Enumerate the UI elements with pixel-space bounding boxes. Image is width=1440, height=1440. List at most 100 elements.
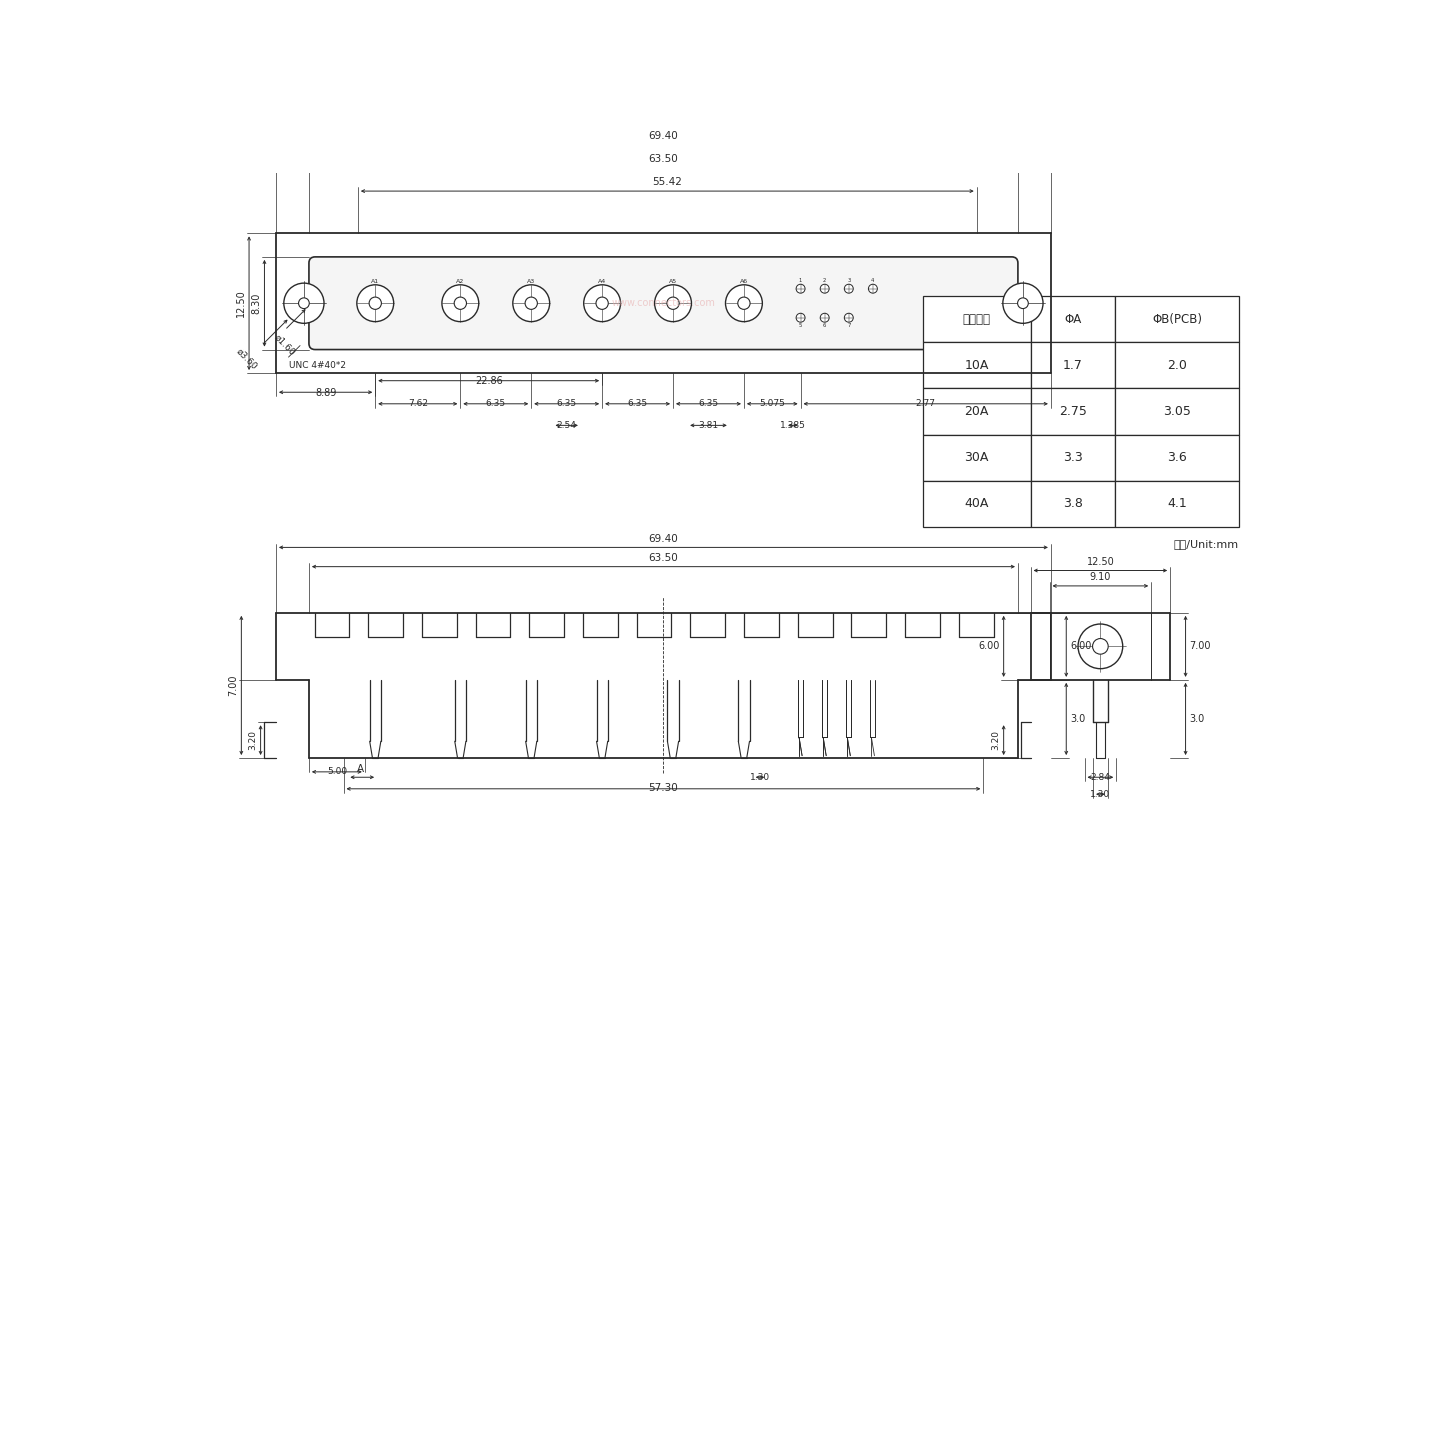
Text: www.connectors.com: www.connectors.com (612, 298, 716, 308)
Text: 3.8: 3.8 (1063, 497, 1083, 510)
Text: 额定电流: 额定电流 (963, 312, 991, 325)
Circle shape (844, 314, 854, 323)
Text: 2.0: 2.0 (1166, 359, 1187, 372)
Text: A3: A3 (527, 279, 536, 284)
Text: 10A: 10A (965, 359, 989, 372)
Circle shape (796, 284, 805, 294)
Text: 7.00: 7.00 (1189, 641, 1211, 651)
Text: 5: 5 (799, 323, 802, 328)
Text: A2: A2 (456, 279, 465, 284)
Circle shape (821, 314, 829, 323)
Text: 1.30: 1.30 (1090, 789, 1110, 799)
Text: A6: A6 (740, 279, 747, 284)
Text: 40A: 40A (965, 497, 989, 510)
Text: 1.30: 1.30 (750, 773, 770, 782)
Text: 5.00: 5.00 (327, 768, 347, 776)
Bar (923, 343, 1031, 389)
Bar (1031, 389, 1116, 435)
Bar (1031, 435, 1116, 481)
Text: 8.30: 8.30 (252, 292, 262, 314)
Circle shape (1079, 624, 1123, 668)
Bar (923, 297, 1031, 343)
Text: 22.86: 22.86 (475, 376, 503, 386)
Circle shape (844, 284, 854, 294)
Text: 6.00: 6.00 (1070, 641, 1092, 651)
Text: 12.50: 12.50 (236, 289, 246, 317)
Bar (1116, 343, 1238, 389)
Circle shape (655, 285, 691, 321)
Text: 单位/Unit:mm: 单位/Unit:mm (1174, 539, 1238, 549)
Bar (1116, 389, 1238, 435)
Circle shape (526, 297, 537, 310)
Bar (923, 481, 1031, 527)
Circle shape (1002, 284, 1043, 324)
Text: 3.20: 3.20 (992, 730, 1001, 750)
Text: 3.0: 3.0 (1070, 714, 1086, 724)
Text: 3.6: 3.6 (1166, 451, 1187, 464)
Text: 1.7: 1.7 (1063, 359, 1083, 372)
Text: 7.62: 7.62 (408, 399, 428, 409)
Text: ΦB(PCB): ΦB(PCB) (1152, 312, 1202, 325)
Circle shape (284, 284, 324, 324)
Text: 3: 3 (847, 278, 851, 284)
Circle shape (357, 285, 393, 321)
Text: ø1.60: ø1.60 (272, 333, 297, 357)
Text: 12.50: 12.50 (1087, 557, 1115, 567)
Text: 2.54: 2.54 (557, 420, 576, 431)
Circle shape (868, 284, 877, 294)
Bar (1031, 297, 1116, 343)
Text: 2.77: 2.77 (916, 399, 936, 409)
Text: 63.50: 63.50 (648, 154, 678, 164)
FancyBboxPatch shape (310, 256, 1018, 350)
Circle shape (583, 285, 621, 321)
Text: A4: A4 (598, 279, 606, 284)
Text: 6.35: 6.35 (485, 399, 505, 409)
Bar (923, 435, 1031, 481)
Text: UNC 4#40*2: UNC 4#40*2 (288, 361, 346, 370)
Bar (1116, 297, 1238, 343)
Bar (923, 389, 1031, 435)
Text: 2.84: 2.84 (1090, 773, 1110, 782)
Text: 6.35: 6.35 (698, 399, 719, 409)
Circle shape (667, 297, 680, 310)
Text: 7.00: 7.00 (229, 675, 238, 696)
Circle shape (596, 297, 608, 310)
Circle shape (454, 297, 467, 310)
Text: 55.42: 55.42 (652, 177, 683, 187)
Text: 7: 7 (847, 323, 851, 328)
Text: 1.385: 1.385 (780, 420, 806, 431)
Text: 3.3: 3.3 (1063, 451, 1083, 464)
Text: 30A: 30A (965, 451, 989, 464)
Text: 4.1: 4.1 (1166, 497, 1187, 510)
Text: 20A: 20A (965, 405, 989, 418)
Circle shape (442, 285, 478, 321)
Text: 3.81: 3.81 (698, 420, 719, 431)
Circle shape (737, 297, 750, 310)
Text: 3.20: 3.20 (249, 730, 258, 750)
Text: 1: 1 (799, 278, 802, 284)
Text: 69.40: 69.40 (648, 131, 678, 141)
Text: 6.35: 6.35 (628, 399, 648, 409)
Text: 3.0: 3.0 (1189, 714, 1205, 724)
Text: A: A (357, 765, 364, 775)
Text: ø3.60: ø3.60 (235, 347, 259, 372)
Text: 8.89: 8.89 (315, 387, 337, 397)
Bar (1116, 481, 1238, 527)
Text: 4: 4 (871, 278, 874, 284)
Text: 2.75: 2.75 (1058, 405, 1087, 418)
Text: 3.05: 3.05 (1164, 405, 1191, 418)
Text: 2: 2 (824, 278, 827, 284)
Text: A5: A5 (670, 279, 677, 284)
Circle shape (821, 284, 829, 294)
Text: 5.075: 5.075 (759, 399, 785, 409)
Bar (1031, 343, 1116, 389)
Bar (1116, 435, 1238, 481)
Circle shape (298, 298, 310, 308)
Circle shape (726, 285, 762, 321)
Text: 6: 6 (824, 323, 827, 328)
Circle shape (1018, 298, 1028, 308)
Text: 6.35: 6.35 (557, 399, 577, 409)
Text: ΦA: ΦA (1064, 312, 1081, 325)
Circle shape (796, 314, 805, 323)
Text: 57.30: 57.30 (648, 783, 678, 793)
